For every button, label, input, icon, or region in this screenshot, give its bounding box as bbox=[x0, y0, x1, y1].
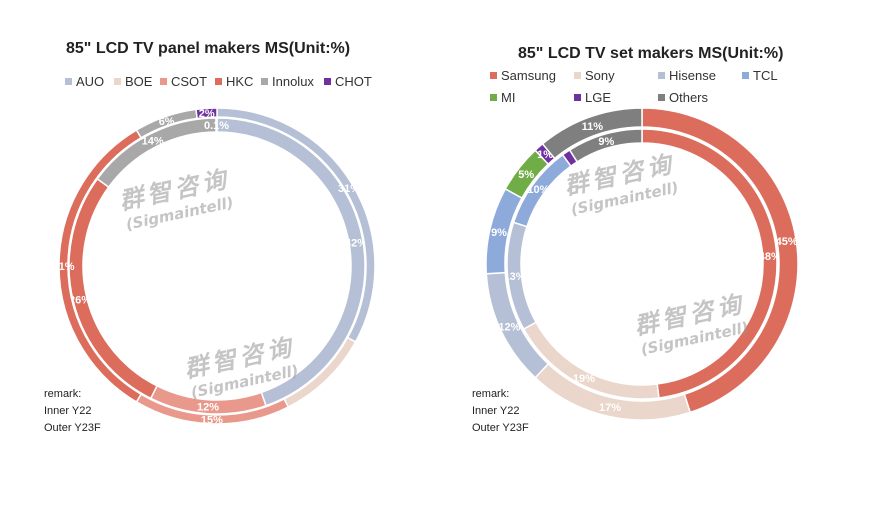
remark-line: Inner Y22 bbox=[472, 405, 520, 417]
data-label-inner-hkc: 26% bbox=[69, 294, 91, 306]
legend-item-hkc: HKC bbox=[215, 74, 253, 89]
legend-label: Sony bbox=[585, 68, 615, 83]
legend-label: AUO bbox=[76, 74, 105, 89]
legend-swatch bbox=[261, 78, 268, 85]
data-label-outer-csot: 15% bbox=[201, 414, 223, 426]
legend-swatch bbox=[574, 72, 581, 79]
data-label-outer-mi: 5% bbox=[518, 169, 534, 181]
data-label-outer-tcl: 9% bbox=[491, 227, 507, 239]
data-label-inner-hisense: 13% bbox=[504, 271, 526, 283]
donut-segment-inner-chot bbox=[215, 117, 218, 133]
legend-item-auo: AUO bbox=[65, 74, 104, 89]
legend-swatch bbox=[65, 78, 72, 85]
legend-label: Hisense bbox=[669, 68, 716, 83]
legend-label: LGE bbox=[585, 90, 612, 105]
legend-item-hisense: Hisense bbox=[658, 68, 716, 83]
data-label-inner-auo: 42% bbox=[345, 237, 367, 249]
data-label-outer-hkc: 31% bbox=[52, 261, 74, 273]
legend-swatch bbox=[658, 72, 665, 79]
donut-segment-outer-chot bbox=[195, 107, 218, 120]
remark-line: remark: bbox=[44, 388, 82, 400]
legend-item-lge: LGE bbox=[574, 90, 611, 105]
remark-line: Outer Y23F bbox=[472, 422, 529, 434]
data-label-inner-chot: 0.1% bbox=[204, 120, 229, 132]
legend-label: Samsung bbox=[501, 68, 556, 83]
legend-label: HKC bbox=[226, 74, 254, 89]
legend-swatch bbox=[160, 78, 167, 85]
legend-item-csot: CSOT bbox=[160, 74, 207, 89]
legend-item-tcl: TCL bbox=[742, 68, 778, 83]
data-label-outer-innolux: 6% bbox=[159, 116, 175, 128]
set-chart-title: 85" LCD TV set makers MS(Unit:%) bbox=[518, 45, 784, 62]
data-label-outer-others: 11% bbox=[582, 121, 604, 133]
data-label-inner-innolux: 14% bbox=[142, 136, 164, 148]
data-label-outer-chot: 2% bbox=[199, 108, 215, 120]
legend-item-others: Others bbox=[658, 90, 708, 105]
data-label-outer-auo: 31% bbox=[338, 183, 360, 195]
donut-segment-inner-others bbox=[568, 128, 643, 163]
data-label-inner-others: 9% bbox=[598, 136, 614, 148]
set-chart-remark: remark: Inner Y22 Outer Y23F bbox=[472, 386, 529, 437]
panel-chart-remark: remark: Inner Y22 Outer Y23F bbox=[44, 386, 101, 437]
data-label-outer-sony: 17% bbox=[599, 402, 621, 414]
panel-chart-title: 85" LCD TV panel makers MS(Unit:%) bbox=[66, 40, 351, 57]
legend-swatch bbox=[215, 78, 222, 85]
legend-swatch bbox=[574, 94, 581, 101]
legend-swatch bbox=[658, 94, 665, 101]
legend-swatch bbox=[742, 72, 749, 79]
remark-line: remark: bbox=[472, 388, 510, 400]
remark-line: Inner Y22 bbox=[44, 405, 92, 417]
donut-segment-outer-others bbox=[541, 107, 643, 160]
legend-swatch bbox=[114, 78, 121, 85]
legend-item-innolux: Innolux bbox=[261, 74, 314, 89]
legend-item-chot: CHOT bbox=[324, 74, 372, 89]
legend-item-sony: Sony bbox=[574, 68, 615, 83]
legend-label: CHOT bbox=[335, 74, 372, 89]
data-label-inner-csot: 12% bbox=[197, 402, 219, 414]
data-label-inner-tcl: 10% bbox=[527, 184, 549, 196]
legend-label: CSOT bbox=[171, 74, 208, 89]
legend-swatch bbox=[490, 94, 497, 101]
data-label-inner-sony: 19% bbox=[573, 373, 595, 385]
legend-label: Innolux bbox=[272, 74, 314, 89]
legend-label: Others bbox=[669, 90, 709, 105]
legend-item-mi: MI bbox=[490, 90, 515, 105]
data-label-outer-samsung: 45% bbox=[776, 236, 798, 248]
data-label-inner-samsung: 48% bbox=[759, 251, 781, 263]
legend-swatch bbox=[490, 72, 497, 79]
legend-label: TCL bbox=[753, 68, 778, 83]
legend-item-boe: BOE bbox=[114, 74, 152, 89]
legend-swatch bbox=[324, 78, 331, 85]
data-label-outer-hisense: 12% bbox=[498, 321, 520, 333]
legend-label: BOE bbox=[125, 74, 153, 89]
legend-item-samsung: Samsung bbox=[490, 68, 556, 83]
legend-label: MI bbox=[501, 90, 516, 105]
remark-line: Outer Y23F bbox=[44, 422, 101, 434]
